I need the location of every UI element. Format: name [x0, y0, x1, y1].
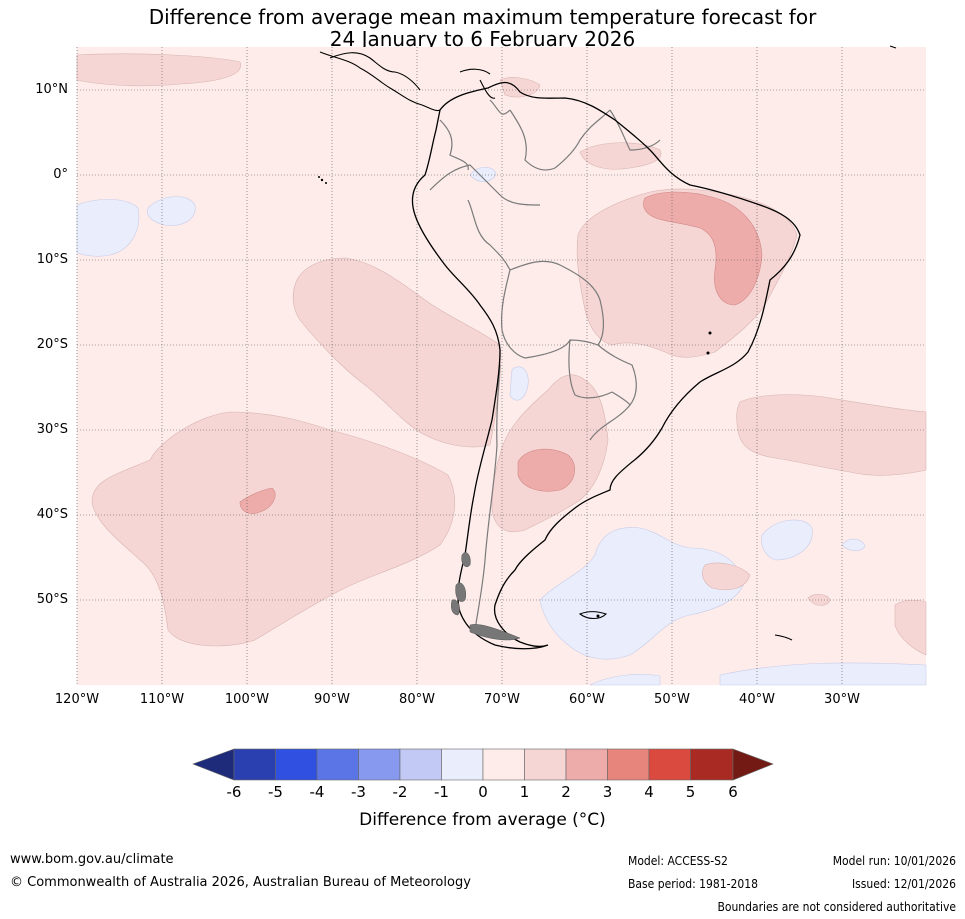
- colorbar: [192, 748, 774, 781]
- country-borders: [429, 99, 661, 631]
- anomaly-patch-pos-east-pacific: [292, 257, 501, 448]
- colorbar-tick: -1: [434, 783, 449, 801]
- anomaly-patch-pos-northwest: [76, 53, 241, 87]
- colorbar-tick: 0: [478, 783, 488, 801]
- lon-label-30w: 30°W: [824, 692, 860, 707]
- lon-label-60w: 60°W: [569, 692, 605, 707]
- anomaly-patch-pos-atlantic: [736, 394, 927, 476]
- lat-label-0: 0°: [53, 167, 68, 182]
- anomaly-patch-neg-andes: [509, 366, 529, 401]
- lon-label-70w: 70°W: [484, 692, 520, 707]
- colorbar-tick: -3: [351, 783, 366, 801]
- footer-base-period: Base period: 1981-2018: [628, 877, 759, 891]
- colorbar-tick: 2: [561, 783, 571, 801]
- colorbar-tick: 4: [644, 783, 654, 801]
- anomaly-patch-pos-south-atlantic-2: [702, 562, 751, 591]
- anomaly-patch-pos3-pacific: [239, 487, 276, 514]
- anomaly-patch-pos-se-atlantic: [894, 599, 927, 656]
- anomaly-patch-neg-west2: [147, 196, 196, 226]
- lon-label-50w: 50°W: [654, 692, 690, 707]
- lon-label-80w: 80°W: [399, 692, 435, 707]
- footer-url-link[interactable]: www.bom.gov.au/climate: [10, 852, 174, 867]
- footer-model-run: Model run: 10/01/2026: [832, 854, 956, 868]
- lat-label-30s: 30°S: [36, 422, 68, 437]
- map-title-line2: 24 January to 6 February 2026: [329, 27, 636, 51]
- coastline-patagonia-islands: [451, 552, 521, 641]
- anomaly-patch-pos-caribbean: [499, 77, 541, 98]
- footer-disclaimer: Boundaries are not considered authoritat…: [717, 900, 956, 914]
- footer-model: Model: ACCESS-S2: [628, 854, 728, 868]
- footer-issued: Issued: 12/01/2026: [851, 877, 956, 891]
- coastline-south-america: [411, 81, 801, 650]
- colorbar-arrow-left: [192, 748, 235, 781]
- map-title-line1: Difference from average mean maximum tem…: [148, 5, 817, 29]
- coastline-falkland-islands: [578, 611, 793, 641]
- lon-label-120w: 120°W: [54, 692, 100, 707]
- anomaly-patch-neg-south: [589, 674, 661, 686]
- lat-label-50s: 50°S: [36, 592, 68, 607]
- colorbar-tick: -2: [392, 783, 408, 801]
- lon-label-100w: 100°W: [224, 692, 270, 707]
- lat-label-10n: 10°N: [35, 82, 68, 97]
- lon-label-90w: 90°W: [314, 692, 350, 707]
- colorbar-tick: 3: [602, 783, 613, 801]
- anomaly-patch-neg-west: [76, 199, 140, 257]
- colorbar-tick: -5: [268, 783, 283, 801]
- colorbar-tick: -4: [309, 783, 325, 801]
- colorbar-tick: -6: [226, 783, 242, 801]
- anomaly-patch-pos-south-pacific: [91, 411, 455, 647]
- colorbar-label: Difference from average (°C): [359, 810, 606, 830]
- colorbar-tick: 5: [685, 783, 696, 801]
- lon-label-110w: 110°W: [139, 692, 185, 707]
- anomaly-patch-neg-south-east: [719, 662, 927, 686]
- coastline-central-america: [319, 45, 897, 112]
- colorbar-tick: 1: [519, 783, 530, 801]
- anomaly-patch-pos3-argentina: [517, 448, 575, 492]
- colorbar-tick: 6: [728, 783, 738, 801]
- lat-label-10s: 10°S: [36, 252, 68, 267]
- colorbar-arrow-right: [732, 748, 774, 781]
- anomaly-patch-pos3-brazil: [643, 191, 763, 306]
- anomaly-patch-neg-east: [761, 519, 813, 561]
- lat-label-40s: 40°S: [36, 507, 68, 522]
- lon-label-40w: 40°W: [739, 692, 775, 707]
- lat-label-20s: 20°S: [36, 337, 68, 352]
- small-islands: [318, 176, 712, 618]
- anomaly-patch-neg-east2: [841, 538, 866, 552]
- footer-copyright: © Commonwealth of Australia 2026, Austra…: [10, 875, 471, 890]
